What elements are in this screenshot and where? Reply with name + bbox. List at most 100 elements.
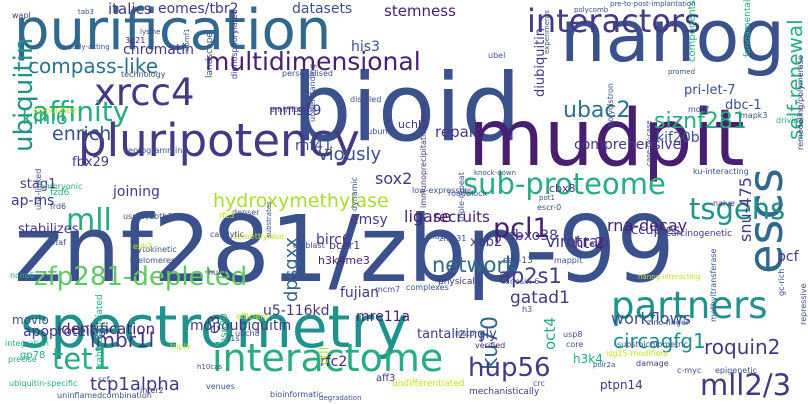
cloud-word: recruits	[433, 208, 490, 226]
cloud-word: u5-116kd	[263, 303, 330, 319]
cloud-word: aff3	[376, 373, 396, 384]
cloud-word: mll2/3	[700, 368, 792, 402]
cloud-word: sub-proteome	[463, 167, 666, 201]
cloud-word: dynamic	[350, 176, 359, 211]
cloud-word: ap-ms	[11, 193, 55, 209]
cloud-word: polycistron	[606, 83, 615, 127]
cloud-word: cytokinetic	[133, 245, 177, 254]
cloud-word: enrich	[52, 123, 112, 145]
cloud-word: ncoa6	[10, 271, 35, 280]
cloud-word: lmbr1l	[90, 328, 155, 352]
cloud-word: bcar1	[329, 239, 361, 252]
cloud-word: ap2s1	[498, 264, 562, 288]
cloud-word: epigenetic	[715, 366, 757, 375]
cloud-word: co-purified	[33, 106, 77, 115]
cloud-word: tet1	[52, 342, 112, 376]
cloud-word: denser	[232, 208, 260, 217]
cloud-word: viously	[318, 144, 382, 165]
cloud-word: his3	[351, 39, 380, 55]
cloud-word: rfc3	[219, 211, 235, 220]
cloud-word: fbx29	[72, 155, 110, 170]
cloud-word: inter2	[140, 386, 164, 395]
cloud-word: ubel	[488, 51, 506, 60]
cloud-word: mll	[66, 203, 112, 238]
cloud-word: early-acting	[68, 43, 110, 51]
cloud-word: network	[432, 253, 518, 277]
cloud-word: case-by-case	[645, 120, 653, 166]
cloud-word: spectrometry	[20, 293, 409, 361]
cloud-word: technology	[121, 70, 166, 79]
cloud-word: znf131	[439, 234, 467, 243]
cloud-word: ubc-linked	[34, 168, 43, 210]
cloud-word: ubac2	[563, 98, 631, 123]
cloud-word: stag1	[20, 177, 57, 192]
cloud-word: ezh2	[133, 242, 153, 251]
cloud-word: substoichiometric	[617, 340, 689, 349]
cloud-word: siznf281	[654, 109, 747, 134]
cloud-word: znf281/zbp-99	[14, 196, 675, 303]
cloud-word: interactors	[527, 2, 701, 40]
cloud-word: zfp281-depleted	[34, 262, 248, 292]
cloud-word: xab2-associated	[95, 294, 105, 368]
cloud-word: physically	[438, 277, 483, 287]
cloud-word: complexes	[406, 283, 449, 292]
cloud-word: crc	[533, 379, 545, 388]
cloud-word: h3k4	[573, 352, 603, 366]
cloud-word: birc6	[316, 232, 351, 248]
cloud-word: eomes/tbr2	[158, 1, 239, 17]
cloud-word: substrates	[265, 201, 273, 238]
cloud-word: tab3	[78, 8, 94, 16]
cloud-word: low-expressors	[412, 186, 472, 195]
cloud-word: compass-like	[28, 54, 159, 78]
cloud-word: mms19	[269, 103, 322, 119]
cloud-word: landscape	[205, 32, 215, 78]
cloud-word: fundamental	[743, 0, 753, 58]
cloud-word: stabilizes	[18, 222, 79, 237]
cloud-word: uchl3	[398, 118, 429, 131]
cloud-word: l1s	[228, 334, 240, 343]
cloud-word: h3k4me3	[318, 254, 370, 267]
cloud-word: efficient	[236, 312, 269, 321]
cloud-word: precise	[8, 355, 37, 364]
cloud-word: triply	[170, 342, 191, 351]
cloud-word: virotrap	[546, 232, 609, 251]
cloud-word: klhl6	[22, 107, 68, 129]
cloud-word: comprehensive	[574, 137, 682, 153]
cloud-word: uninflamedcombination	[57, 391, 152, 400]
cloud-word: roadblock	[448, 189, 488, 198]
cloud-word: identification	[57, 320, 156, 338]
cloud-word: occupies	[623, 223, 681, 238]
cloud-word: polycomb	[574, 6, 609, 14]
cloud-word: immunoprecipitation-mass	[419, 100, 428, 208]
cloud-word: wapl	[12, 11, 31, 20]
cloud-word: demethylase	[232, 232, 284, 241]
cloud-word: repressive	[799, 283, 808, 325]
cloud-word: pcl1	[493, 213, 550, 244]
cloud-word: xab2	[470, 235, 503, 250]
cloud-word: motif	[688, 105, 709, 114]
cloud-word: stemness	[384, 2, 456, 20]
cloud-word: carcinogenetic	[666, 229, 733, 239]
cloud-word: components	[687, 0, 698, 62]
cloud-word: zinc-finger	[647, 318, 690, 327]
cloud-word: histone	[455, 329, 485, 338]
cloud-word: personalised	[282, 69, 333, 78]
cloud-word: interactome	[212, 336, 444, 380]
cloud-word: ligase	[404, 207, 452, 226]
cloud-word: emsy	[350, 212, 388, 228]
cloud-word: movio	[12, 313, 49, 327]
cloud-word: mappit	[554, 256, 583, 265]
cloud-word: pri-let-7	[684, 83, 736, 98]
cloud-word: apoproteins	[23, 324, 107, 340]
cloud-word: methyltransferase	[709, 248, 718, 322]
cloud-word: multidimensional	[205, 47, 421, 76]
cloud-word: hup56	[468, 353, 551, 383]
cloud-word: integration	[5, 339, 49, 348]
cloud-word: diphosphorylated	[230, 9, 239, 79]
cloud-word: pot1	[539, 194, 555, 202]
cloud-word: ctll	[317, 347, 331, 365]
cloud-word: driving	[776, 116, 804, 125]
cloud-word: 3q21	[125, 36, 146, 45]
cloud-word: remodeling/polymerase	[796, 55, 805, 150]
cloud-word: fbxo38	[510, 228, 559, 244]
